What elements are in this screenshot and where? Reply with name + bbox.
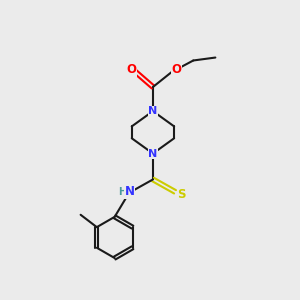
Text: H: H <box>118 187 126 197</box>
Text: O: O <box>127 63 136 76</box>
Text: N: N <box>148 106 158 116</box>
Text: N: N <box>124 185 134 198</box>
Text: O: O <box>172 63 182 76</box>
Text: N: N <box>148 148 158 158</box>
Text: S: S <box>177 188 186 201</box>
